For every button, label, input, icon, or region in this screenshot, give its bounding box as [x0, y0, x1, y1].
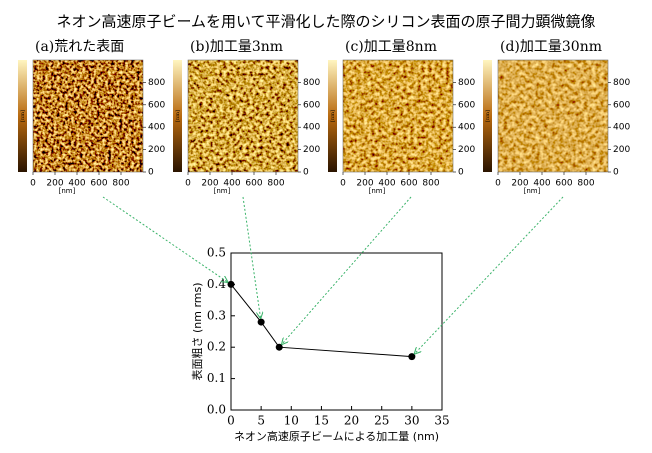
- y-tick-label: 600: [613, 100, 630, 110]
- afm-frame: [497, 59, 609, 173]
- x-tick-label: 800: [422, 179, 439, 189]
- x-tick-label: 400: [223, 179, 240, 189]
- data-point: [275, 343, 283, 351]
- x-axis-label: [nm]: [369, 187, 386, 195]
- y-tick-label: 0.5: [207, 246, 226, 260]
- y-tick-label: 800: [148, 78, 165, 88]
- x-tick-label: 600: [90, 179, 107, 189]
- data-point: [227, 280, 235, 288]
- colorbar: [18, 60, 27, 172]
- x-tick-label: 600: [245, 179, 262, 189]
- afm-image: [188, 60, 298, 172]
- y-tick-label: 0.1: [207, 371, 226, 385]
- x-tick-label: 800: [112, 179, 129, 189]
- y-tick-label: 800: [303, 78, 320, 88]
- data-point: [257, 318, 265, 326]
- x-axis-label: ネオン高速原子ビームによる加工量 (nm): [234, 429, 439, 443]
- x-tick-label: 25: [374, 414, 389, 428]
- afm-frame: [187, 59, 299, 173]
- data-point: [408, 353, 416, 361]
- y-tick-label: 0: [303, 168, 309, 178]
- x-tick-label: 800: [267, 179, 284, 189]
- y-tick-label: 600: [458, 100, 475, 110]
- x-axis-label: [nm]: [524, 187, 541, 195]
- x-tick-label: 200: [46, 179, 63, 189]
- pointer-arrow: [102, 196, 228, 282]
- x-tick-label: 400: [378, 179, 395, 189]
- y-tick-label: 400: [613, 123, 630, 133]
- y-tick-label: 400: [458, 123, 475, 133]
- x-tick-label: 200: [511, 179, 528, 189]
- x-tick-label: 5: [257, 414, 265, 428]
- y-tick-label: 200: [148, 145, 165, 155]
- data-line: [230, 284, 412, 358]
- x-tick-label: 15: [314, 414, 329, 428]
- colorbar-label: [nm]: [175, 110, 181, 122]
- colorbar: [483, 60, 492, 172]
- y-tick-label: 200: [303, 145, 320, 155]
- x-tick-label: 400: [68, 179, 85, 189]
- y-tick-label: 0: [613, 168, 619, 178]
- colorbar: [328, 60, 337, 172]
- pointer-arrow: [242, 196, 261, 318]
- y-tick-label: 800: [613, 78, 630, 88]
- x-tick-label: 0: [30, 179, 36, 189]
- afm-image: [498, 60, 608, 172]
- y-tick-label: 0: [148, 168, 154, 178]
- pointer-arrow: [282, 196, 412, 344]
- x-tick-label: 0: [495, 179, 501, 189]
- x-tick-label: 10: [284, 414, 299, 428]
- afm-frame: [32, 59, 144, 173]
- panel-label: (a)荒れた表面: [35, 39, 124, 55]
- y-tick-label: 0.3: [207, 308, 226, 322]
- afm-frame: [342, 59, 454, 173]
- x-tick-label: 0: [227, 414, 235, 428]
- colorbar: [173, 60, 182, 172]
- x-tick-label: 400: [533, 179, 550, 189]
- y-tick-label: 200: [458, 145, 475, 155]
- y-tick-label: 600: [148, 100, 165, 110]
- x-tick-label: 20: [344, 414, 359, 428]
- x-tick-label: 200: [201, 179, 218, 189]
- figure-title: ネオン高速原子ビームを用いて平滑化した際のシリコン表面の原子間力顕微鏡像: [56, 13, 595, 31]
- afm-image: [343, 60, 453, 172]
- y-tick-label: 0.2: [207, 340, 226, 354]
- panel-label: (b)加工量3nm: [190, 39, 283, 55]
- pointer-arrow: [415, 196, 564, 354]
- panel-label: (d)加工量30nm: [500, 39, 602, 55]
- x-tick-label: 30: [404, 414, 419, 428]
- x-axis-label: [nm]: [214, 187, 231, 195]
- x-tick-label: 800: [577, 179, 594, 189]
- x-tick-label: 600: [400, 179, 417, 189]
- x-tick-label: 600: [555, 179, 572, 189]
- plot-frame: [230, 252, 443, 411]
- colorbar-label: [nm]: [485, 110, 491, 122]
- y-tick-label: 800: [458, 78, 475, 88]
- y-tick-label: 600: [303, 100, 320, 110]
- x-tick-label: 0: [340, 179, 346, 189]
- x-axis-label: [nm]: [59, 187, 76, 195]
- y-tick-label: 0.0: [207, 403, 226, 417]
- x-tick-label: 35: [434, 414, 449, 428]
- x-tick-label: 0: [185, 179, 191, 189]
- y-tick-label: 400: [303, 123, 320, 133]
- panel-label: (c)加工量8nm: [345, 39, 437, 55]
- y-tick-label: 200: [613, 145, 630, 155]
- y-tick-label: 400: [148, 123, 165, 133]
- colorbar-label: [nm]: [330, 110, 336, 122]
- x-tick-label: 200: [356, 179, 373, 189]
- colorbar-label: [nm]: [20, 110, 26, 122]
- y-axis-label: 表面粗さ (nm rms): [190, 282, 204, 380]
- afm-image: [33, 60, 143, 172]
- y-tick-label: 0: [458, 168, 464, 178]
